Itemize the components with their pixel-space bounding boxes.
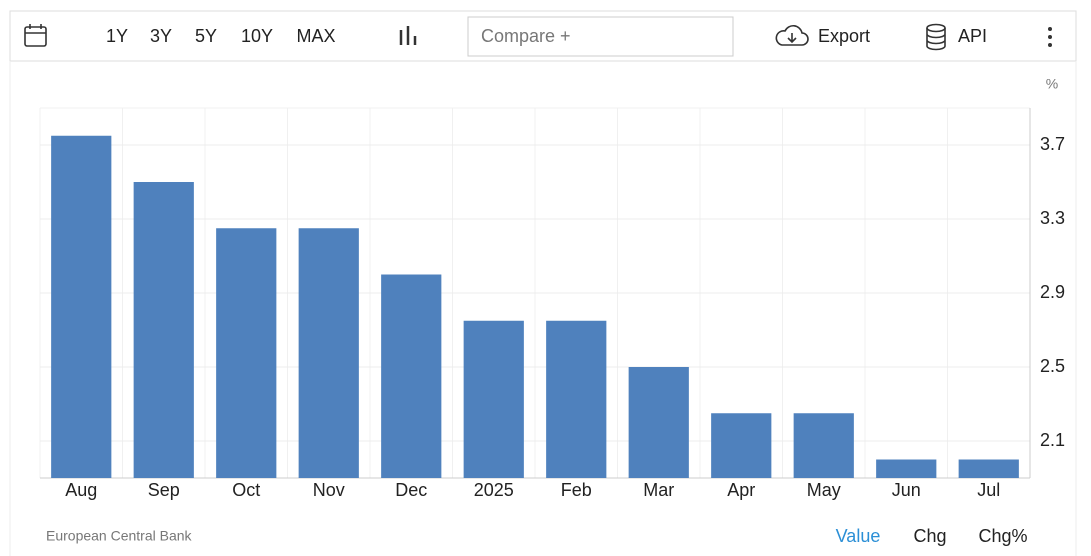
- x-tick-label: Nov: [313, 480, 345, 500]
- range-button[interactable]: 3Y: [150, 26, 172, 46]
- y-tick-label: 3.7: [1040, 134, 1065, 154]
- bar: [216, 228, 277, 478]
- x-tick-label: Aug: [65, 480, 97, 500]
- x-tick-label: Apr: [727, 480, 755, 500]
- range-button[interactable]: 1Y: [106, 26, 128, 46]
- bar: [958, 459, 1019, 478]
- y-unit: %: [1046, 76, 1058, 92]
- chart-type-icon[interactable]: [399, 26, 417, 45]
- footer-tab[interactable]: Chg: [913, 526, 946, 546]
- x-tick-label: May: [807, 480, 841, 500]
- compare-input[interactable]: [467, 16, 734, 57]
- x-tick-label: Sep: [148, 480, 180, 500]
- bar: [711, 413, 772, 478]
- bar: [463, 320, 524, 478]
- bar: [628, 367, 689, 478]
- bar: [298, 228, 359, 478]
- y-tick-label: 2.9: [1040, 282, 1065, 302]
- bar: [51, 135, 112, 478]
- y-tick-label: 2.5: [1040, 356, 1065, 376]
- calendar-icon[interactable]: [24, 24, 47, 47]
- export-icon[interactable]: [775, 25, 809, 46]
- bar: [381, 274, 442, 478]
- api-icon[interactable]: [926, 23, 946, 51]
- x-tick-label: Dec: [395, 480, 427, 500]
- x-tick-label: Feb: [561, 480, 592, 500]
- x-tick-label: Jul: [977, 480, 1000, 500]
- range-button[interactable]: 10Y: [241, 26, 273, 46]
- x-tick-label: 2025: [474, 480, 514, 500]
- bar: [546, 320, 607, 478]
- api-button[interactable]: API: [958, 26, 987, 46]
- bar: [133, 182, 194, 478]
- footer-tab[interactable]: Value: [836, 526, 881, 546]
- y-tick-label: 3.3: [1040, 208, 1065, 228]
- x-tick-label: Oct: [232, 480, 260, 500]
- export-button[interactable]: Export: [818, 26, 870, 46]
- menu-icon[interactable]: [1048, 27, 1052, 47]
- source: European Central Bank: [46, 528, 193, 544]
- footer-tab[interactable]: Chg%: [978, 526, 1027, 546]
- x-tick-label: Mar: [643, 480, 674, 500]
- y-tick-label: 2.1: [1040, 430, 1065, 450]
- x-tick-label: Jun: [892, 480, 921, 500]
- range-button[interactable]: 5Y: [195, 26, 217, 46]
- range-button[interactable]: MAX: [296, 26, 335, 46]
- bar: [876, 459, 937, 478]
- compare-placeholder[interactable]: Compare +: [481, 26, 571, 46]
- bar: [793, 413, 854, 478]
